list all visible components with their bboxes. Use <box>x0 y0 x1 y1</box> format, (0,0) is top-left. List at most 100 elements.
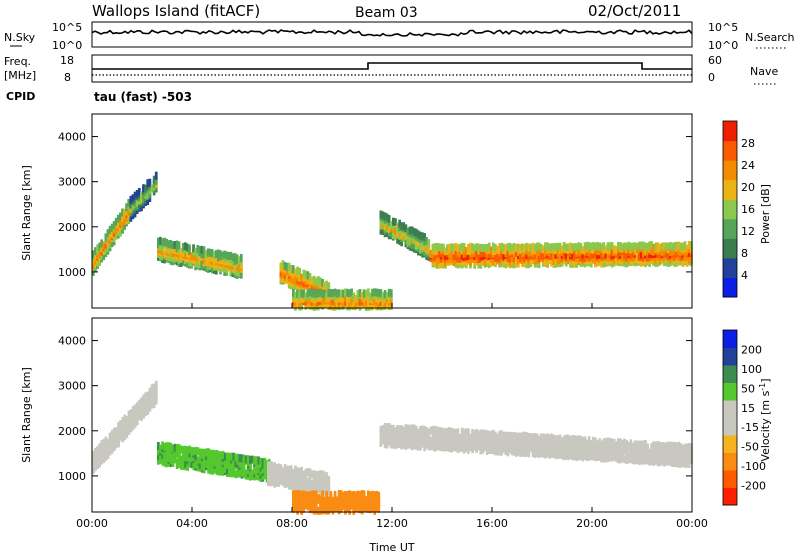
echo-cell <box>358 297 362 306</box>
echo-cell <box>110 429 114 438</box>
echo-cell <box>113 427 116 436</box>
echo-cell <box>110 230 114 238</box>
echo-cell <box>583 436 587 445</box>
echo-cell <box>689 443 693 452</box>
echo-cell <box>94 447 97 456</box>
echo-cell <box>329 289 333 298</box>
echo-cell <box>188 258 191 267</box>
echo-cell <box>598 438 601 447</box>
echo-cell <box>514 257 518 266</box>
echo-cell <box>621 243 624 252</box>
echo-cell <box>314 289 318 298</box>
colorbar-segment <box>723 470 737 488</box>
echo-cell <box>514 249 518 258</box>
echo-cell <box>115 433 118 442</box>
echo-cell <box>423 425 426 434</box>
power-panel: 1000 2000 3000 4000 Slant Range [km] 4 8 12 16… <box>20 113 772 311</box>
echo-cell <box>308 491 312 500</box>
echo-cell <box>114 217 118 226</box>
echo-cell <box>249 455 252 464</box>
echo-cell <box>600 243 603 252</box>
echo-cell <box>500 258 503 267</box>
echo-cell <box>177 444 181 453</box>
echo-cell <box>562 452 566 461</box>
echo-cell <box>608 438 612 446</box>
echo-cell <box>269 461 272 470</box>
echo-cell <box>396 425 399 433</box>
echo-cell <box>614 256 618 265</box>
echo-cell <box>140 191 143 200</box>
echo-cell <box>454 243 458 251</box>
echo-cell <box>485 447 489 455</box>
echo-cell <box>494 431 497 440</box>
echo-cell <box>675 442 678 451</box>
echo-cell <box>146 404 150 413</box>
time-tick-label: 00:00 <box>76 517 108 530</box>
echo-cell <box>658 441 662 450</box>
echo-cell <box>506 243 510 252</box>
echo-cell <box>127 199 131 207</box>
echo-cell <box>656 440 660 449</box>
echo-cell <box>473 442 476 451</box>
echo-cell <box>619 242 622 251</box>
echo-cell <box>600 440 603 449</box>
noise-sky-label: N.Sky <box>4 31 36 44</box>
echo-cell <box>387 423 391 431</box>
echo-cell <box>523 244 526 252</box>
echo-cell <box>564 258 568 267</box>
echo-cell <box>669 242 672 250</box>
echo-cell <box>685 258 689 267</box>
echo-cell <box>312 499 316 508</box>
echo-cell <box>629 453 633 462</box>
echo-cell <box>209 449 212 458</box>
echo-cell <box>298 267 301 276</box>
echo-cell <box>279 464 283 473</box>
echo-cell <box>157 237 160 246</box>
echo-cell <box>352 292 356 301</box>
echo-cell <box>331 297 335 305</box>
echo-cell <box>552 434 556 443</box>
echo-cell <box>165 442 169 451</box>
echo-cell <box>234 470 238 479</box>
echo-cell <box>558 242 562 251</box>
echo-cell <box>423 431 426 440</box>
colorbar-tick-label: 20 <box>741 181 755 194</box>
colorbar-tick-label: 8 <box>741 247 748 260</box>
echo-cell <box>360 490 364 498</box>
echo-cell <box>448 431 451 440</box>
echo-cell <box>294 277 297 286</box>
echo-cell <box>108 225 112 234</box>
echo-cell <box>294 291 297 300</box>
echo-cell <box>383 290 387 298</box>
echo-cell <box>610 447 614 456</box>
echo-cell <box>100 440 104 449</box>
echo-cell <box>423 233 426 242</box>
noise-tick-left-bottom: 10^0 <box>52 39 82 52</box>
echo-cell <box>685 443 689 452</box>
echo-cell <box>194 446 198 455</box>
colorbar-segment <box>723 365 737 383</box>
echo-cell <box>213 260 216 269</box>
echo-cell <box>442 249 445 258</box>
echo-cell <box>373 491 376 500</box>
echo-cell <box>477 430 481 439</box>
echo-cell <box>529 243 533 252</box>
range-tick-label: 1000 <box>58 470 86 483</box>
echo-cell <box>429 426 433 435</box>
echo-cell <box>110 445 114 454</box>
echo-cell <box>429 250 433 259</box>
echo-cell <box>119 218 122 226</box>
echo-cell <box>306 275 310 284</box>
echo-cell <box>253 465 256 474</box>
echo-cell <box>188 457 192 466</box>
echo-cell <box>494 244 497 253</box>
echo-cell <box>585 241 589 250</box>
echo-cell <box>348 490 351 499</box>
echo-cell <box>298 288 301 297</box>
time-tick-label: 00:00 <box>676 517 708 530</box>
echo-cell <box>429 436 433 445</box>
echo-cell <box>423 443 426 452</box>
echo-cell <box>412 227 416 236</box>
echo-cell <box>196 245 200 253</box>
echo-cell <box>308 273 312 281</box>
